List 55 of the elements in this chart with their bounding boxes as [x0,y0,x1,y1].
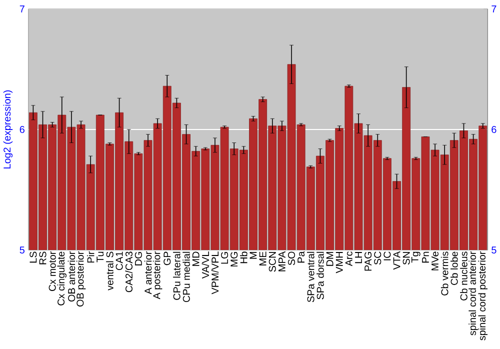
x-tick-label: OB posterior [76,252,86,307]
x-tick-label: A anterior [144,252,152,294]
x-tick-label: LS [30,252,37,263]
x-tick-label: Cb lobe [450,252,458,286]
y2-tick-label: 5 [492,246,496,254]
x-tick-label: Tu [96,252,104,262]
x-tick-label: CA2/CA3 [125,252,133,292]
x-tick-label: Pir [87,252,94,263]
x-tick-label: SPa ventral [307,252,314,302]
x-tick-label: MG [230,252,238,267]
x-tick-label: Cb nucleus [460,252,468,301]
x-tick-label: Pn [422,252,429,263]
x-tick-label: CPu medial [182,252,190,302]
y2-tick-label: 7 [492,6,496,13]
x-tick-label: VMH [336,252,343,274]
x-tick-label: IC [384,252,391,260]
x-tick-label: LG [221,252,228,264]
y2-tick-label: 6 [492,126,496,134]
y-tick-label: 6 [20,126,24,134]
x-tick-label: Pa [298,251,305,263]
x-tick-label: DG [134,252,142,266]
y-tick-label: 7 [20,6,24,13]
x-tick-label: DM [326,252,334,266]
x-tick-label: Tg [411,252,420,263]
x-tick-label: ventral S [106,252,114,291]
x-tick-label: Cb vermis [440,252,448,296]
x-tick-label: M [250,252,257,259]
y-axis-title: Log2 (expression) [3,90,13,169]
x-tick-label: LH [355,252,362,264]
x-tick-label: Arc [345,252,352,266]
x-tick-label: RS [39,252,46,264]
x-tick-label: SN [402,252,410,265]
x-tick-label: SCN [268,252,276,272]
x-tick-label: OB anterior [68,252,76,302]
x-tick-label: MVe [432,252,438,270]
x-tick-label: spinal cord anterior [468,252,478,336]
x-tick-label: ME [259,252,266,266]
y-tick-label: 5 [20,246,24,254]
x-tick-label: spinal cord posterior [478,252,488,340]
x-tick-label: VPM/VPL [211,252,219,294]
x-tick-label: SPa dorsal [316,252,324,300]
x-tick-label: SC [374,252,382,265]
x-tick-label: MD [192,252,200,266]
x-tick-label: Cx cingulate [57,252,67,306]
x-tick-label: A posterior [152,252,162,300]
x-tick-label: GP [164,252,171,266]
x-tick-label: MPA [278,251,286,272]
x-tick-label: Hb [240,252,248,264]
x-tick-label: CA1 [116,252,123,270]
x-tick-label: SO [288,252,296,266]
x-tick-label: PAG [364,252,372,271]
x-tick-label: VTA [393,251,400,270]
x-tick-label: CPu lateral [173,252,180,300]
x-tick-label: Cx motor [48,252,56,292]
x-tick-label: VA/VL [202,252,210,279]
